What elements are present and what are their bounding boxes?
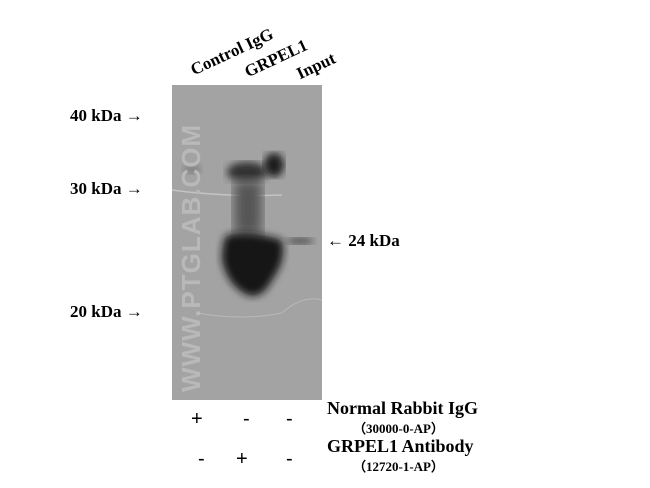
marker-40kda: 40 kDa → [70,106,143,125]
sign-ab-lane2: + [236,448,248,470]
sign-ab-lane1: - [198,448,205,470]
sign-ab-lane3: - [286,448,293,470]
band-control-igg-heavy [183,164,201,174]
sign-igg-lane1: + [191,408,203,430]
marker-30kda: 30 kDa → [70,179,143,198]
band-grpel1-target [222,233,284,296]
band-input-target [286,238,314,244]
watermark: WWW.PTGLAB.COM [176,123,206,392]
blot-membrane [172,85,322,400]
target-band-label: ← 24 kDa [327,231,400,250]
sign-igg-lane3: - [286,408,293,430]
reagent-grpel1-antibody: GRPEL1 Antibody [327,436,474,456]
catalog-antibody: （12720-1-AP） [353,459,444,474]
band-grpel1-heavy [227,162,267,182]
marker-20kda: 20 kDa → [70,302,143,321]
reagent-normal-rabbit-igg: Normal Rabbit IgG [327,398,479,418]
band-grpel1-heavy-spot [264,153,284,177]
sign-igg-lane2: - [243,408,250,430]
catalog-igg: （30000-0-AP） [353,421,444,436]
